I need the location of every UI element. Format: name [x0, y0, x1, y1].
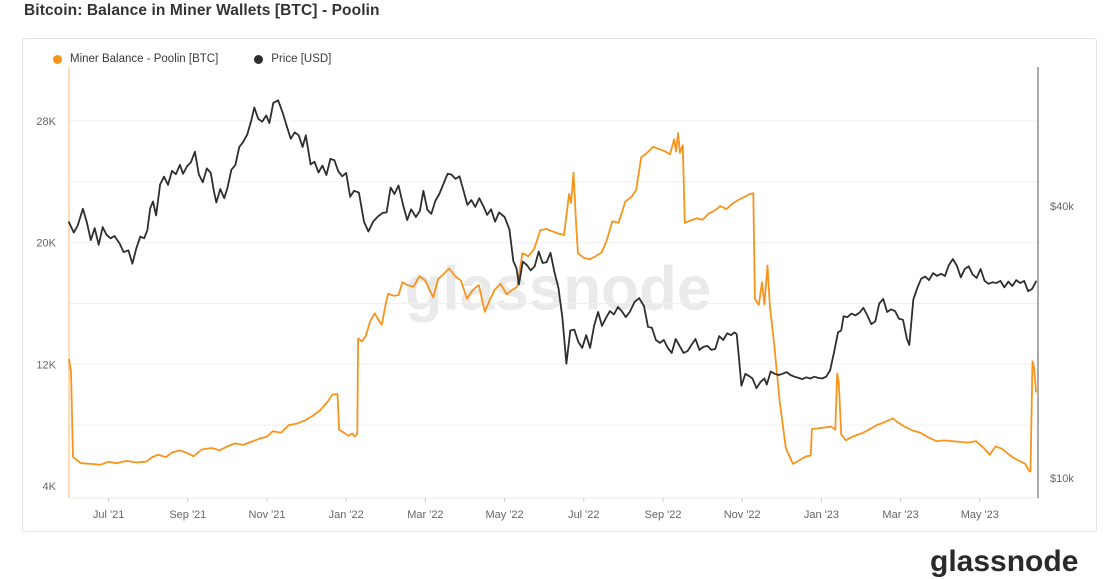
x-tick-label: Jan '23: [804, 509, 839, 521]
legend-label-miner-balance: Miner Balance - Poolin [BTC]: [70, 53, 219, 65]
brand-wordmark: glassnode: [930, 545, 1079, 578]
right-tick-label: $10k: [1050, 473, 1074, 485]
right-tick-label: $40k: [1050, 201, 1074, 213]
chart-card: Miner Balance - Poolin [BTC] Price [USD]…: [22, 38, 1097, 532]
page-title: Bitcoin: Balance in Miner Wallets [BTC] …: [24, 2, 380, 19]
left-tick-label: 28K: [36, 116, 56, 128]
x-tick-label: Mar '22: [407, 509, 443, 521]
legend-label-price: Price [USD]: [271, 53, 332, 65]
x-tick-label: Nov '22: [724, 509, 761, 521]
x-tick-label: Nov '21: [249, 509, 286, 521]
legend-dot-miner-balance-icon: [53, 54, 62, 64]
x-tick-label: Sep '21: [169, 509, 206, 521]
legend: Miner Balance - Poolin [BTC] Price [USD]: [53, 49, 331, 69]
legend-item-miner-balance[interactable]: Miner Balance - Poolin [BTC]: [53, 53, 218, 65]
series-line-miner-balance: [68, 132, 1037, 473]
x-tick-label: Jul '22: [568, 509, 599, 521]
series-line-price: [68, 99, 1037, 390]
x-tick-label: May '22: [486, 509, 524, 521]
x-tick-label: Jul '21: [93, 509, 124, 521]
x-tick-label: Sep '22: [645, 509, 682, 521]
plot-area[interactable]: 28K 20K 12K 4K $40k $10k Jul '21 Sep '21 Nov '21…: [23, 39, 1098, 533]
x-tick-label: May '23: [961, 509, 999, 521]
page: { "title": "Bitcoin: Balance in Miner Wa…: [22, 2, 1097, 578]
left-tick-label: 4K: [43, 481, 57, 493]
left-tick-label: 20K: [36, 238, 56, 250]
left-tick-label: 12K: [36, 359, 56, 371]
x-tick-label: Jan '22: [329, 509, 364, 521]
legend-dot-price-icon: [254, 54, 264, 64]
x-tick-label: Mar '23: [882, 509, 918, 521]
legend-item-price[interactable]: Price [USD]: [254, 53, 331, 65]
